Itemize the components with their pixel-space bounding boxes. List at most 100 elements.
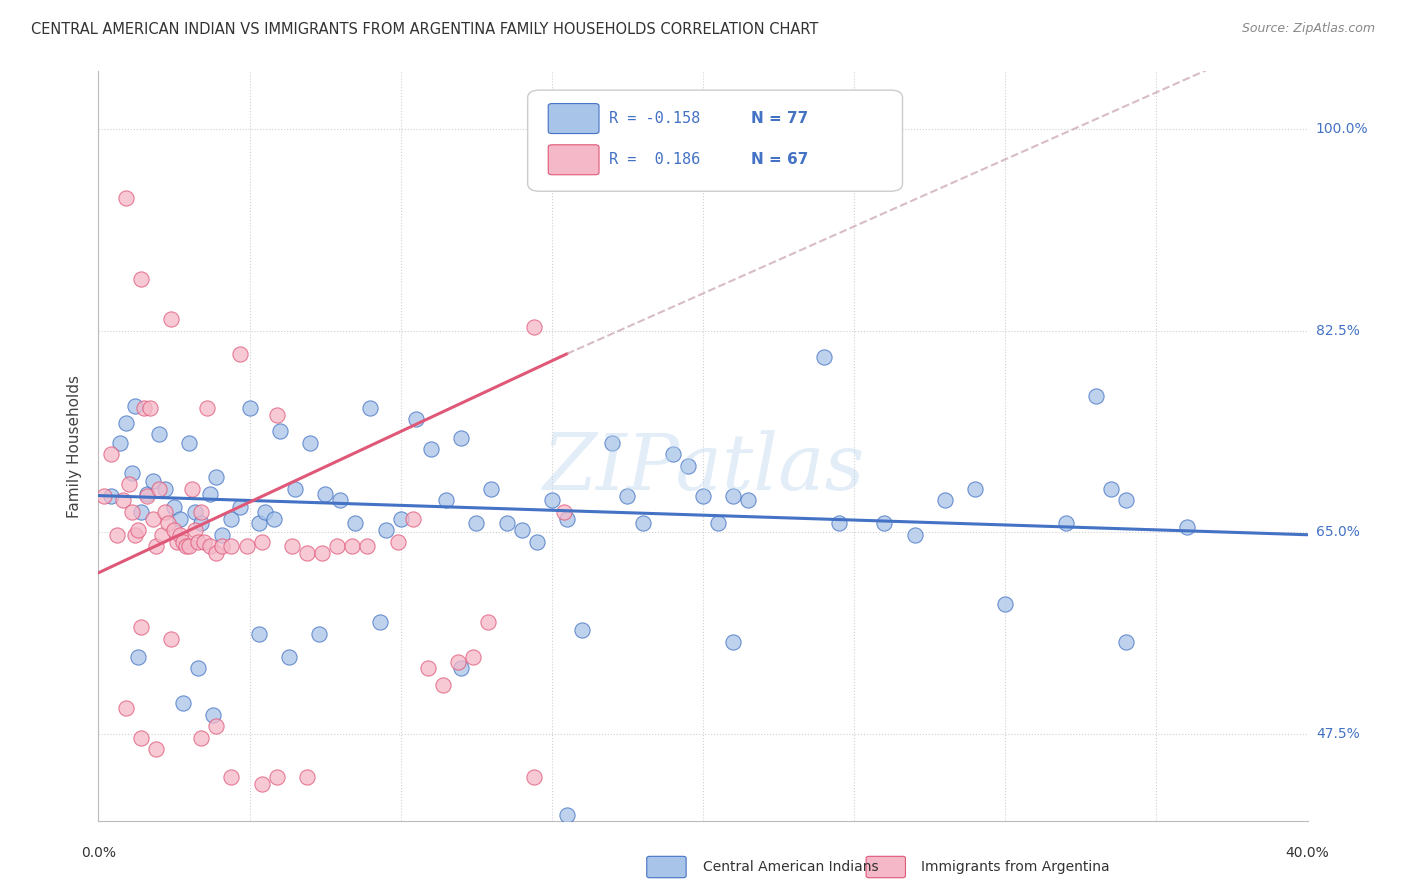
Point xyxy=(129,620,152,634)
Text: 0.0%: 0.0% xyxy=(82,846,115,860)
Point xyxy=(195,401,218,415)
Point xyxy=(132,401,155,415)
Point xyxy=(281,539,304,553)
Point xyxy=(239,401,262,415)
Point xyxy=(447,655,470,669)
Point xyxy=(135,489,157,503)
Point xyxy=(813,350,835,364)
Point xyxy=(555,808,578,822)
Point xyxy=(477,615,499,630)
Point xyxy=(555,511,578,525)
Point xyxy=(356,539,378,553)
Point xyxy=(129,272,152,286)
Text: R = -0.158: R = -0.158 xyxy=(609,112,700,126)
Point xyxy=(121,466,143,480)
Point xyxy=(190,516,212,531)
Point xyxy=(374,523,396,537)
Point xyxy=(124,528,146,542)
Point xyxy=(295,770,318,784)
Point xyxy=(200,539,222,553)
Point xyxy=(121,505,143,519)
Point xyxy=(284,482,307,496)
Y-axis label: Family Households: Family Households xyxy=(67,375,83,517)
Point xyxy=(153,505,176,519)
Point xyxy=(235,539,257,553)
Point xyxy=(402,511,425,525)
Point xyxy=(148,427,170,442)
Point xyxy=(187,661,209,675)
Point xyxy=(360,401,382,415)
Point xyxy=(184,523,207,537)
Text: N = 77: N = 77 xyxy=(751,112,808,126)
Point xyxy=(463,649,485,664)
Point xyxy=(277,649,299,664)
Point xyxy=(1085,389,1108,403)
Point xyxy=(105,528,128,542)
Point xyxy=(211,528,233,542)
Point xyxy=(156,516,179,531)
Point xyxy=(250,534,273,549)
Point xyxy=(495,516,517,531)
Point xyxy=(540,493,562,508)
Point xyxy=(172,534,194,549)
Point xyxy=(965,482,987,496)
Point xyxy=(707,516,730,531)
Point xyxy=(100,489,122,503)
Point xyxy=(602,435,624,450)
Point xyxy=(250,777,273,791)
FancyBboxPatch shape xyxy=(548,103,599,134)
Point xyxy=(145,539,167,553)
Point xyxy=(873,516,896,531)
Point xyxy=(247,627,270,641)
Point xyxy=(169,511,191,525)
Point xyxy=(118,477,141,491)
Point xyxy=(169,528,191,542)
Point xyxy=(253,505,276,519)
Point xyxy=(1099,482,1122,496)
Point xyxy=(111,493,134,508)
Text: 100.0%: 100.0% xyxy=(1316,122,1368,136)
Text: CENTRAL AMERICAN INDIAN VS IMMIGRANTS FROM ARGENTINA FAMILY HOUSEHOLDS CORRELATI: CENTRAL AMERICAN INDIAN VS IMMIGRANTS FR… xyxy=(31,22,818,37)
Point xyxy=(179,435,201,450)
Point xyxy=(420,442,443,457)
Text: 65.0%: 65.0% xyxy=(1316,525,1360,540)
Point xyxy=(205,719,228,733)
Point xyxy=(193,534,215,549)
Point xyxy=(93,489,115,503)
Point xyxy=(342,539,364,553)
Point xyxy=(205,546,228,560)
Point xyxy=(269,424,291,438)
Point xyxy=(263,511,285,525)
Point xyxy=(181,482,204,496)
Point xyxy=(676,458,699,473)
Point xyxy=(553,505,575,519)
Point xyxy=(129,731,152,745)
Point xyxy=(308,627,330,641)
Point xyxy=(190,505,212,519)
Point xyxy=(221,511,243,525)
Point xyxy=(434,493,457,508)
Point xyxy=(100,447,122,461)
Point xyxy=(571,624,593,638)
Point xyxy=(299,435,322,450)
Point xyxy=(145,742,167,756)
Point xyxy=(108,435,131,450)
Point xyxy=(616,489,638,503)
Point xyxy=(150,528,173,542)
Point xyxy=(172,696,194,710)
Point xyxy=(1115,493,1137,508)
Point xyxy=(828,516,851,531)
Point xyxy=(163,500,186,514)
Point xyxy=(723,489,745,503)
Point xyxy=(142,511,165,525)
Point xyxy=(187,534,209,549)
FancyBboxPatch shape xyxy=(527,90,903,191)
Point xyxy=(127,649,149,664)
Point xyxy=(904,528,927,542)
Point xyxy=(229,500,252,514)
Point xyxy=(450,661,472,675)
Point xyxy=(139,401,162,415)
Point xyxy=(190,731,212,745)
Point xyxy=(631,516,654,531)
Point xyxy=(416,661,439,675)
